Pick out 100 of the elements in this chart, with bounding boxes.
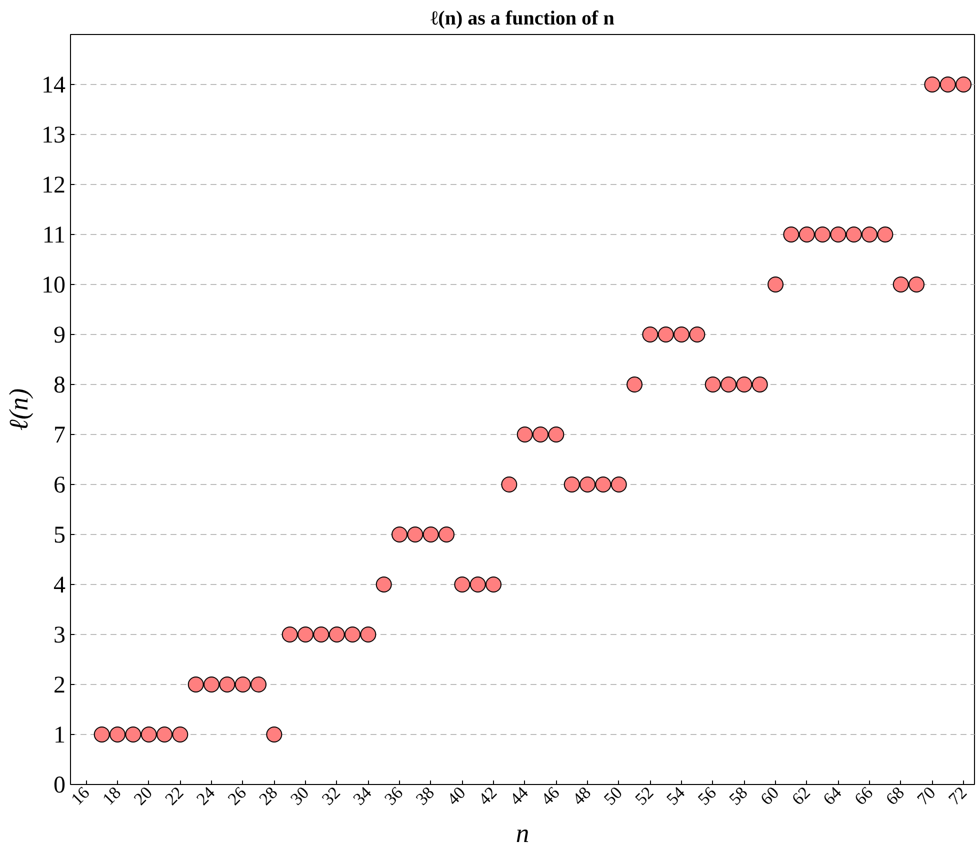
x-tick-label: 22 xyxy=(162,783,188,809)
point xyxy=(344,626,361,642)
point xyxy=(532,426,549,442)
point xyxy=(140,726,157,742)
x-tick-label: 50 xyxy=(600,783,626,809)
point xyxy=(752,376,768,392)
point xyxy=(908,276,925,292)
point xyxy=(924,76,940,92)
x-tick-label: 68 xyxy=(882,783,908,809)
point xyxy=(94,726,110,742)
point xyxy=(298,626,314,642)
x-tick-label: 54 xyxy=(662,782,689,809)
x-tick-label: 20 xyxy=(130,783,156,809)
point xyxy=(689,326,706,342)
point xyxy=(516,426,533,442)
x-tick-label: 62 xyxy=(788,783,814,809)
point xyxy=(188,676,204,692)
x-tick-label: 16 xyxy=(68,782,94,809)
point xyxy=(204,676,220,692)
point xyxy=(736,376,752,392)
x-tick-label: 48 xyxy=(568,783,595,809)
point xyxy=(580,476,596,492)
point xyxy=(328,626,345,642)
point xyxy=(862,226,878,242)
point xyxy=(156,726,173,742)
point xyxy=(877,226,894,242)
point xyxy=(172,726,188,742)
point xyxy=(376,576,392,592)
x-tick-label: 36 xyxy=(380,782,407,809)
point xyxy=(768,276,784,292)
y-tick-label: 0 xyxy=(54,772,66,798)
point xyxy=(892,276,909,292)
point xyxy=(125,726,142,742)
x-tick-label: 28 xyxy=(256,783,282,809)
x-tick-label: 42 xyxy=(474,783,501,809)
x-tick-label: 18 xyxy=(98,783,125,809)
point xyxy=(626,376,643,392)
point xyxy=(470,576,486,592)
point xyxy=(720,376,737,392)
point xyxy=(438,526,455,542)
point xyxy=(454,576,470,592)
y-tick-label: 1 xyxy=(54,722,66,748)
point xyxy=(219,676,236,692)
y-tick-label: 4 xyxy=(54,572,66,598)
y-tick-label: 14 xyxy=(42,72,66,98)
point xyxy=(658,326,674,342)
point xyxy=(610,476,627,492)
x-tick-label: 60 xyxy=(756,783,783,809)
point xyxy=(266,726,282,742)
y-tick-label: 13 xyxy=(42,122,66,148)
point xyxy=(486,576,502,592)
x-tick-label: 24 xyxy=(192,782,219,809)
point xyxy=(407,526,424,542)
x-tick-label: 72 xyxy=(944,783,971,809)
point xyxy=(360,626,376,642)
y-tick-label: 12 xyxy=(42,172,66,198)
y-tick-label: 11 xyxy=(42,222,66,248)
y-tick-label: 2 xyxy=(54,672,66,698)
y-tick-label: 3 xyxy=(54,622,66,648)
point xyxy=(595,476,612,492)
x-tick-label: 46 xyxy=(538,782,564,809)
point xyxy=(313,626,330,642)
x-axis-title: n xyxy=(516,818,530,848)
point xyxy=(846,226,862,242)
chart-title: ℓ(n) as a function of n xyxy=(430,8,614,30)
point xyxy=(250,676,267,692)
point xyxy=(704,376,721,392)
x-tick-label: 66 xyxy=(850,782,877,809)
point xyxy=(110,726,126,742)
point xyxy=(830,226,846,242)
x-tick-label: 56 xyxy=(694,782,720,809)
y-axis-title: ℓ(n) xyxy=(4,388,34,431)
y-tick-label: 10 xyxy=(42,272,66,298)
point xyxy=(282,626,298,642)
point xyxy=(564,476,580,492)
point xyxy=(501,476,518,492)
point xyxy=(814,226,831,242)
point xyxy=(234,676,251,692)
x-tick-label: 64 xyxy=(820,782,846,809)
point xyxy=(422,526,439,542)
point xyxy=(783,226,800,242)
point xyxy=(392,526,408,542)
x-tick-label: 40 xyxy=(444,783,470,809)
point xyxy=(956,76,972,92)
x-tick-label: 26 xyxy=(224,782,250,809)
point xyxy=(940,76,956,92)
x-tick-label: 70 xyxy=(914,783,940,809)
x-tick-label: 52 xyxy=(632,783,658,809)
point xyxy=(548,426,564,442)
y-tick-label: 5 xyxy=(54,522,66,548)
y-tick-label: 8 xyxy=(54,372,66,398)
x-tick-label: 34 xyxy=(350,782,376,809)
x-tick-label: 38 xyxy=(412,783,438,809)
y-tick-label: 9 xyxy=(54,322,66,348)
x-tick-label: 44 xyxy=(506,782,532,809)
x-tick-label: 30 xyxy=(286,783,313,809)
point xyxy=(798,226,815,242)
point xyxy=(642,326,658,342)
point xyxy=(674,326,690,342)
x-tick-label: 32 xyxy=(318,783,344,809)
